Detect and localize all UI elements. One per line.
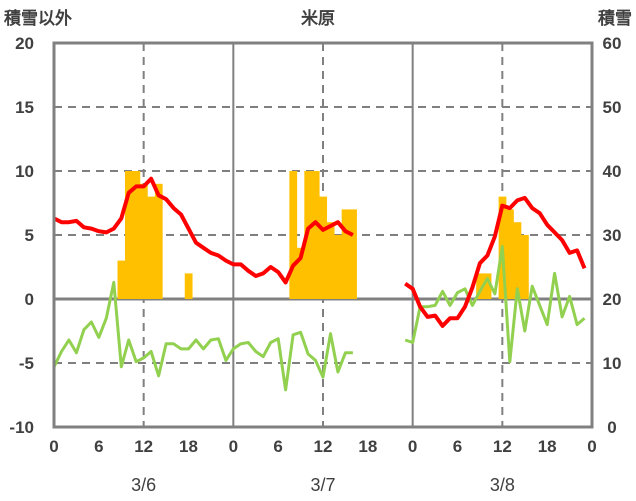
- day-label: 3/6: [131, 475, 156, 495]
- day-label: 3/8: [490, 475, 515, 495]
- x-tick-label: 6: [94, 437, 103, 456]
- snow-bar: [513, 222, 522, 299]
- day-label: 3/7: [310, 475, 335, 495]
- red-line: [53, 176, 354, 285]
- x-tick-label: 18: [358, 437, 377, 456]
- x-tick-label: 18: [538, 437, 557, 456]
- left-tick-label: 15: [15, 98, 34, 117]
- x-tick-label: 6: [273, 437, 282, 456]
- x-tick-label: 12: [493, 437, 512, 456]
- green-line: [404, 245, 586, 364]
- left-tick-label: 20: [15, 34, 34, 53]
- snow-bar: [334, 235, 342, 299]
- x-tick-label: 12: [314, 437, 333, 456]
- snow-bar: [154, 183, 163, 299]
- x-tick-label: 0: [587, 437, 596, 456]
- right-tick-label: 10: [603, 354, 622, 373]
- right-axis-title: 積雪: [598, 8, 632, 29]
- snow-bar: [139, 183, 148, 299]
- snow-bar: [483, 273, 492, 299]
- snow-bar: [289, 171, 298, 299]
- snow-bar: [311, 171, 320, 299]
- left-tick-label: -5: [19, 354, 34, 373]
- green-line: [52, 280, 353, 392]
- left-tick-label: 5: [25, 226, 34, 245]
- frame: [52, 41, 594, 429]
- right-tick-label: 20: [603, 290, 622, 309]
- snow-bar: [341, 209, 350, 299]
- left-tick-label: 0: [25, 290, 34, 309]
- right-tick-label: 40: [603, 162, 622, 181]
- snow-bar: [349, 209, 357, 299]
- chart-title: 米原: [301, 8, 335, 29]
- right-tick-label: 30: [603, 226, 622, 245]
- snow-bar: [117, 260, 126, 299]
- snow-bar: [506, 209, 514, 299]
- left-tick-label: -10: [9, 418, 34, 437]
- right-tick-label: 50: [603, 98, 622, 117]
- snow-bar: [319, 196, 328, 299]
- snow-bar: [132, 171, 141, 299]
- grid: [54, 43, 592, 427]
- left-axis-title: 積雪以外: [4, 8, 72, 29]
- right-tick-label: 60: [603, 34, 622, 53]
- plot-frame: [52, 41, 594, 429]
- snow-bar: [147, 196, 156, 299]
- snow-bar: [521, 235, 529, 299]
- x-tick-label: 12: [134, 437, 153, 456]
- snow-bar: [184, 273, 193, 299]
- x-tick-label: 0: [408, 437, 417, 456]
- snow-bar: [296, 247, 305, 299]
- x-tick-label: 6: [453, 437, 462, 456]
- x-tick-label: 0: [49, 437, 58, 456]
- x-tick-label: 0: [229, 437, 238, 456]
- x-tick-label: 18: [179, 437, 198, 456]
- snow-bar: [476, 273, 484, 299]
- snow-bar: [326, 222, 335, 299]
- right-tick-label: 0: [607, 418, 616, 437]
- left-tick-label: 10: [15, 162, 34, 181]
- snow-bar: [124, 171, 133, 299]
- red-line: [404, 195, 587, 328]
